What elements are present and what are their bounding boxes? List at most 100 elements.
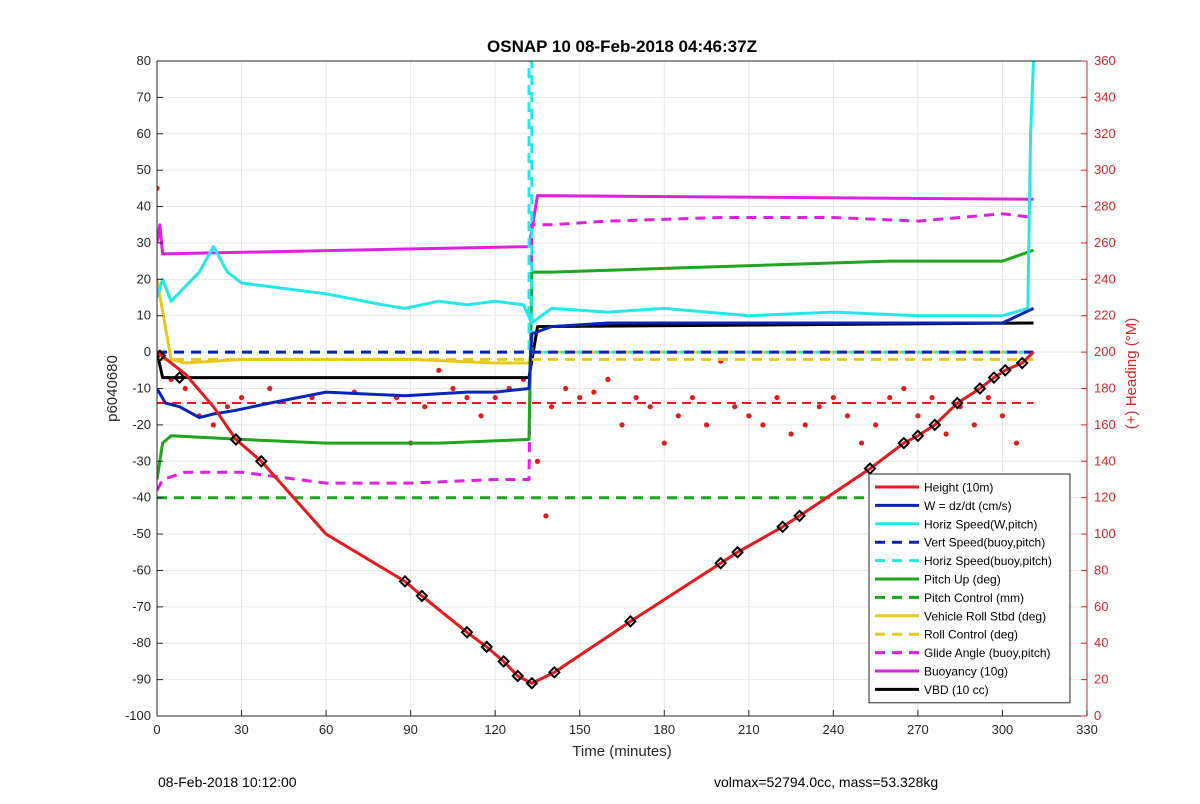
y2-tick-label: 180	[1094, 381, 1116, 396]
data-layer	[157, 61, 1035, 690]
dive-marker	[714, 556, 728, 570]
heading-point	[929, 394, 935, 401]
legend-label: Height (10m)	[924, 481, 993, 495]
legend-label: VBD (10 cc)	[924, 683, 989, 697]
heading-point	[788, 431, 794, 437]
heading-point	[605, 376, 611, 383]
x-tick-label: 300	[992, 722, 1014, 737]
y-tick-label: 70	[137, 89, 151, 104]
y2-tick-label: 260	[1094, 235, 1116, 250]
heading-point	[450, 385, 456, 392]
chart-title: OSNAP 10 08-Feb-2018 04:46:37Z	[487, 37, 757, 56]
heading-point	[492, 394, 498, 401]
dive-marker	[254, 454, 268, 468]
heading-point	[675, 413, 681, 419]
dive-marker	[480, 640, 494, 654]
y-tick-label: -60	[132, 562, 151, 577]
legend-label: Glide Angle (buoy,pitch)	[924, 646, 1051, 660]
dive-marker	[776, 520, 790, 534]
y-tick-label: -70	[132, 599, 151, 614]
y-tick-label: -50	[132, 526, 151, 541]
x-tick-label: 240	[823, 722, 845, 737]
legend-label: Horiz Speed(W,pitch)	[924, 517, 1037, 531]
dive-marker	[497, 655, 511, 668]
y2-tick-label: 100	[1094, 526, 1116, 541]
series-line-10	[157, 194, 1034, 256]
heading-point	[830, 394, 836, 401]
series-line-1	[157, 307, 1035, 420]
y-tick-label: 50	[137, 162, 151, 177]
heading-point	[774, 394, 780, 401]
heading-point	[858, 440, 865, 446]
dive-marker	[229, 433, 243, 446]
y2-tick-label: 320	[1094, 126, 1116, 141]
dive-marker	[987, 371, 1001, 384]
x-tick-label: 60	[319, 722, 333, 737]
legend-label: Buoyancy (10g)	[924, 665, 1008, 679]
x-tick-label: 150	[569, 722, 591, 737]
y2-axis-label: (+) Heading (°M)	[1123, 318, 1140, 429]
legend-label: Pitch Up (deg)	[924, 573, 1001, 587]
dive-marker	[911, 429, 925, 443]
y-tick-label: -20	[132, 417, 151, 432]
y2-tick-label: 140	[1094, 453, 1116, 468]
dive-marker	[731, 545, 744, 559]
y-tick-label: 60	[137, 126, 151, 141]
heading-point	[887, 394, 893, 401]
dive-marker	[460, 625, 474, 639]
y-tick-label: 0	[144, 344, 151, 359]
legend-box	[868, 473, 1071, 704]
y2-tick-label: 40	[1094, 635, 1108, 650]
dive-marker	[415, 589, 429, 603]
heading-point	[985, 394, 991, 401]
heading-point	[619, 422, 625, 428]
y-axis-label: p6040680	[104, 355, 121, 422]
heading-point	[478, 413, 484, 419]
x-tick-label: 120	[484, 722, 506, 737]
heading-point	[563, 385, 569, 392]
height-line-top	[157, 351, 1035, 685]
heading-point	[732, 404, 738, 410]
heading-point	[591, 389, 597, 395]
y2-tick-label: 0	[1094, 708, 1101, 723]
x-axis-label: Time (minutes)	[572, 743, 671, 760]
dive-marker	[511, 669, 525, 683]
heading-point	[999, 413, 1006, 419]
y-tick-label: -10	[132, 381, 151, 396]
heading-point	[182, 385, 188, 392]
heading-point	[1013, 440, 1020, 446]
heading-point	[844, 413, 851, 419]
y2-tick-label: 200	[1094, 344, 1116, 359]
heading-point	[971, 422, 977, 428]
heading-point	[464, 394, 470, 401]
footer-timestamp: 08-Feb-2018 10:12:00	[158, 774, 297, 790]
y2-tick-label: 120	[1094, 490, 1116, 505]
heading-point	[689, 394, 696, 401]
legend-label: Horiz Speed(buoy,pitch)	[924, 554, 1052, 568]
heading-point	[157, 185, 160, 191]
dive-marker	[973, 382, 987, 395]
x-tick-label: 0	[153, 722, 160, 737]
legend-label: W = dz/dt (cm/s)	[924, 499, 1012, 513]
legend-label: Vert Speed(buoy,pitch)	[924, 536, 1045, 550]
y2-tick-label: 280	[1094, 199, 1116, 214]
x-tick-label: 30	[234, 722, 248, 737]
heading-point	[746, 413, 752, 419]
dive-marker	[928, 418, 942, 432]
heading-point	[873, 422, 879, 428]
y-tick-label: -90	[132, 672, 151, 687]
dive-marker	[157, 349, 167, 363]
heading-point	[224, 404, 231, 410]
y2-tick-label: 340	[1094, 89, 1116, 104]
heading-point	[577, 394, 583, 401]
y2-tick-label: 240	[1094, 271, 1116, 286]
footer-volmax-mass: volmax=52794.0cc, mass=53.328kg	[714, 774, 939, 790]
heading-point	[915, 413, 921, 419]
heading-point	[548, 404, 555, 410]
x-tick-label: 210	[738, 722, 760, 737]
dive-marker	[897, 436, 911, 450]
heading-point	[422, 404, 428, 410]
y-tick-label: 30	[137, 235, 151, 250]
legend-label: Vehicle Roll Stbd (deg)	[924, 609, 1046, 623]
y2-tick-label: 220	[1094, 308, 1116, 323]
